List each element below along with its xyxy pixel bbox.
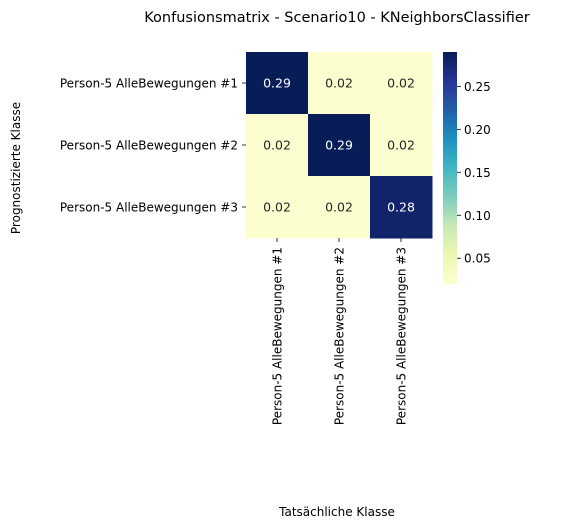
cell-value-label: 0.02 [387,138,415,153]
chart-title: Konfusionsmatrix - Scenario10 - KNeighbo… [144,10,530,26]
y-axis-label: Prognostizierte Klasse [9,102,23,234]
x-tick-label: Person-5 AlleBewegungen #3 [395,247,409,425]
cell-value-label: 0.02 [263,138,291,153]
x-tick-label: Person-5 AlleBewegungen #1 [271,247,285,425]
y-tick-label: Person-5 AlleBewegungen #2 [60,139,238,153]
heatmap-cell [370,52,433,115]
y-tick-label: Person-5 AlleBewegungen #3 [60,201,238,215]
x-axis-ticks: Person-5 AlleBewegungen #1 Person-5 AlleB… [271,238,409,425]
heatmap-cell [308,176,371,239]
heatmap-cell [370,176,433,239]
cell-value-label: 0.02 [387,76,415,91]
heatmap-cells [246,52,433,239]
heatmap-value-labels: 0.29 0.02 0.02 0.02 0.29 0.02 0.02 0.02 0.28 [263,76,415,215]
cell-value-label: 0.02 [325,76,353,91]
colorbar-ticks: 0.05 0.10 0.15 0.20 0.25 [457,80,491,266]
colorbar-tick-label: 0.05 [464,252,491,266]
cell-value-label: 0.29 [325,138,353,153]
colorbar-tick-label: 0.15 [464,166,491,180]
y-axis-ticks: Person-5 AlleBewegungen #1 Person-5 AlleB… [60,77,246,215]
colorbar-tick-label: 0.10 [464,209,491,223]
colorbar-tick-label: 0.20 [464,123,491,137]
heatmap-cell [246,52,309,115]
cell-value-label: 0.02 [263,200,291,215]
colorbar-tick-label: 0.25 [464,80,491,94]
cell-value-label: 0.28 [387,200,415,215]
heatmap-cell [370,114,433,177]
cell-value-label: 0.02 [325,200,353,215]
heatmap-cell [308,114,371,177]
x-axis-label: Tatsächliche Klasse [278,505,395,519]
heatmap-cell [246,114,309,177]
heatmap-cell [246,176,309,239]
x-tick-label: Person-5 AlleBewegungen #2 [333,247,347,425]
colorbar [443,52,457,284]
y-tick-label: Person-5 AlleBewegungen #1 [60,77,238,91]
cell-value-label: 0.29 [263,76,291,91]
heatmap-cell [308,52,371,115]
